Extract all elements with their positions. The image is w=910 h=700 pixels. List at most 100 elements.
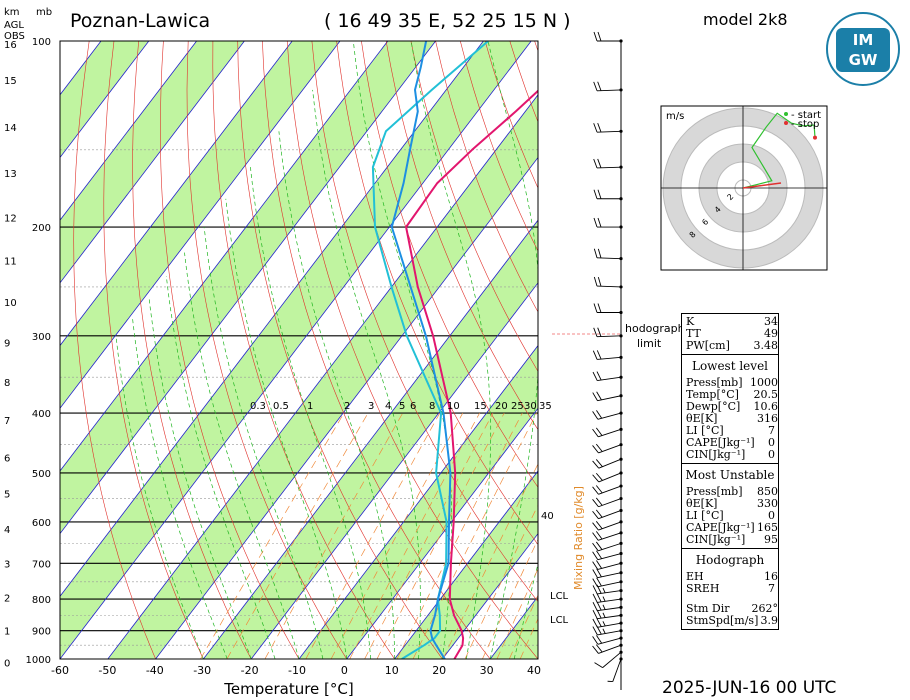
isotherm bbox=[60, 41, 197, 221]
mixing-ratio-line bbox=[376, 412, 505, 659]
wind-barb bbox=[592, 496, 623, 508]
mixing-ratio-tick: 1 bbox=[307, 401, 313, 412]
mixing-ratio-tick: 15 bbox=[474, 401, 487, 412]
mixing-ratio-tick: 20 bbox=[495, 401, 508, 412]
parcel-line bbox=[371, 41, 489, 659]
mixing-ratio-tick: 30 bbox=[524, 401, 537, 412]
index-value: 3.48 bbox=[753, 339, 779, 352]
mixing-ratio-tick: 4 bbox=[385, 401, 391, 412]
temperature-tick: 30 bbox=[480, 664, 494, 677]
km-tick: 1 bbox=[4, 626, 10, 637]
index-key: CAPE[Jkg⁻¹] bbox=[686, 521, 755, 534]
hodograph-limit-label: limit bbox=[637, 337, 662, 350]
temperature-tick: 20 bbox=[432, 664, 446, 677]
pressure-tick: 300 bbox=[32, 332, 51, 343]
valid-time: 2025-JUN-16 00 UTC bbox=[662, 678, 837, 698]
index-key: θE[K] bbox=[686, 497, 718, 510]
wind-barb bbox=[592, 541, 623, 552]
km-tick: 13 bbox=[4, 169, 17, 180]
wind-barb bbox=[592, 471, 623, 483]
model-name: model 2k8 bbox=[703, 10, 788, 29]
index-row: CAPE[Jkg⁻¹] 0 bbox=[682, 437, 778, 449]
km-tick: 6 bbox=[4, 453, 10, 464]
index-value: 850 bbox=[757, 485, 778, 498]
moist-adiabat bbox=[115, 335, 204, 659]
logo-line1: IM bbox=[852, 31, 874, 49]
index-row: θE[K] 330 bbox=[682, 498, 778, 510]
mixing-ratio-line bbox=[496, 568, 538, 659]
mixing-ratio-tick: 0.5 bbox=[273, 401, 289, 412]
index-key: CAPE[Jkg⁻¹] bbox=[686, 436, 755, 449]
index-row: SREH 7 bbox=[682, 583, 778, 595]
index-row: θE[K] 316 bbox=[682, 413, 778, 425]
isotherm bbox=[60, 41, 389, 472]
mixing-ratio-tick: 5 bbox=[399, 401, 405, 412]
index-row: Stm Dir 262° bbox=[682, 603, 778, 615]
km-tick: 7 bbox=[4, 416, 10, 427]
index-row: LI [°C] 7 bbox=[682, 425, 778, 437]
temperature-tick: -50 bbox=[98, 664, 116, 677]
index-value: 7 bbox=[768, 424, 775, 437]
index-key: CIN[Jkg⁻¹] bbox=[686, 533, 746, 546]
mixing-ratio-line bbox=[349, 412, 480, 659]
index-key: PW[cm] bbox=[686, 339, 730, 352]
index-key: LI [°C] bbox=[686, 424, 724, 437]
station-name: Poznan-Lawica bbox=[70, 10, 211, 32]
mixing-ratio-tick: 40 bbox=[541, 511, 554, 522]
index-row: CIN[Jkg⁻¹] 95 bbox=[682, 534, 778, 546]
km-tick: 8 bbox=[4, 378, 10, 389]
index-value: 0 bbox=[768, 436, 775, 449]
isotherm bbox=[60, 41, 484, 597]
index-value: 34 bbox=[764, 315, 778, 328]
mixing-ratio-line bbox=[264, 412, 404, 659]
mixing-ratio-line bbox=[482, 538, 538, 659]
isotherm bbox=[155, 156, 538, 659]
isotherm bbox=[346, 407, 538, 659]
temperature-tick: -40 bbox=[146, 664, 164, 677]
index-value: 330 bbox=[757, 497, 778, 510]
station-coords: ( 16 49 35 E, 52 25 15 N ) bbox=[324, 10, 571, 32]
wind-barb bbox=[593, 248, 623, 261]
index-row: Dewp[°C] 10.6 bbox=[682, 401, 778, 413]
wind-barb bbox=[592, 531, 623, 541]
wind-barb bbox=[592, 443, 623, 454]
wind-barb bbox=[594, 650, 623, 669]
hodograph-ring-label: 6 bbox=[700, 217, 710, 227]
index-row: TT 49 bbox=[682, 328, 778, 340]
most-unstable-header: Most Unstable bbox=[685, 468, 775, 482]
km-tick: 0 bbox=[4, 659, 10, 670]
wind-barb bbox=[592, 427, 623, 438]
temperature-tick: -30 bbox=[193, 664, 211, 677]
isotherm bbox=[298, 344, 538, 659]
index-key: CIN[Jkg⁻¹] bbox=[686, 448, 746, 461]
plot-area bbox=[60, 41, 538, 659]
hodograph-units: m/s bbox=[666, 111, 684, 122]
pressure-tick: 100 bbox=[32, 37, 51, 48]
mixing-ratio-line bbox=[330, 412, 464, 659]
wind-barb bbox=[593, 81, 623, 92]
wind-barb bbox=[592, 568, 623, 579]
dewpoint-line bbox=[390, 41, 452, 659]
km-tick: 16 bbox=[4, 40, 17, 51]
logo-line2: GW bbox=[848, 51, 878, 69]
wind-barb bbox=[592, 601, 623, 612]
index-key: Press[mb] bbox=[686, 376, 743, 389]
wind-barb bbox=[593, 189, 623, 201]
index-row: Press[mb] 850 bbox=[682, 486, 778, 498]
temperature-tick: -60 bbox=[51, 664, 69, 677]
moist-adiabat bbox=[184, 252, 300, 659]
index-value: 165 bbox=[757, 521, 778, 534]
dry-adiabat bbox=[73, 41, 156, 659]
mixing-ratio-line bbox=[226, 412, 369, 659]
index-value: 0 bbox=[768, 448, 775, 461]
moist-adiabat bbox=[132, 317, 228, 659]
dry-adiabat bbox=[160, 41, 300, 659]
wind-barb bbox=[593, 217, 623, 229]
wind-barb bbox=[592, 391, 623, 402]
storm-motion-vector bbox=[742, 182, 782, 189]
wind-barb bbox=[593, 31, 623, 43]
index-key: Temp[°C] bbox=[686, 388, 739, 401]
mixing-ratio-line bbox=[396, 412, 523, 659]
index-row: Press[mb] 1000 bbox=[682, 377, 778, 389]
